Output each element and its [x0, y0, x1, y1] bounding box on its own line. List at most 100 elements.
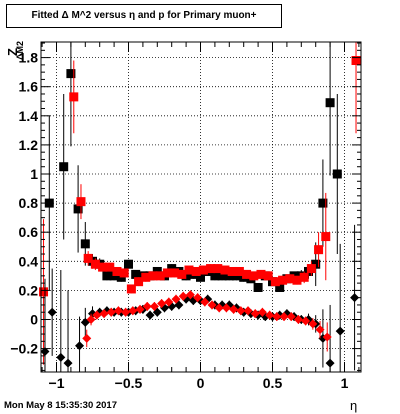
y-tick-label: 1.4: [19, 108, 39, 124]
data-point-square: [263, 271, 273, 281]
data-point-square: [292, 275, 302, 285]
data-point-square: [105, 262, 115, 272]
data-point-diamond: [47, 307, 57, 317]
data-point-diamond: [128, 306, 138, 316]
data-point-square: [80, 239, 90, 249]
series-2: [39, 42, 361, 365]
data-point-square: [206, 264, 216, 274]
data-markers: [39, 42, 361, 372]
chart-title: Fitted Δ M^2 versus η and p for Primary …: [31, 10, 257, 21]
y-tick-label: 1.2: [19, 137, 39, 153]
y-axis-title-sub: ΔM2: [15, 41, 25, 60]
data-point-square: [332, 169, 342, 179]
data-point-diamond: [301, 316, 311, 326]
data-point-diamond: [40, 347, 50, 357]
data-point-square: [177, 269, 187, 279]
data-point-diamond: [350, 293, 360, 303]
data-point-square: [73, 204, 83, 214]
data-point-diamond: [308, 319, 318, 329]
data-point-diamond: [164, 297, 174, 307]
data-point-diamond: [149, 301, 159, 311]
data-point-square: [275, 282, 285, 292]
data-point-square: [256, 269, 266, 279]
data-point-square: [39, 287, 49, 297]
data-point-square: [83, 253, 93, 263]
data-point-square: [124, 259, 133, 269]
data-point-square: [170, 268, 180, 278]
y-tick-label: 1.8: [19, 50, 39, 66]
data-point-diamond: [335, 326, 345, 336]
data-point-square: [325, 98, 335, 108]
data-point-diamond: [293, 315, 303, 324]
data-point-square: [278, 275, 288, 285]
series-4: [82, 290, 332, 352]
y-tick-label: 0.2: [19, 282, 39, 298]
data-point-diamond: [200, 297, 210, 307]
data-point-square: [196, 272, 205, 282]
data-point-square: [253, 282, 263, 292]
data-point-diamond: [135, 304, 145, 314]
data-point-diamond: [113, 306, 123, 316]
data-point-diamond: [75, 341, 85, 351]
data-point-diamond: [229, 304, 239, 314]
data-point-diamond: [279, 312, 289, 322]
y-tick-label: 0.8: [19, 195, 39, 211]
data-point-diamond: [265, 310, 275, 320]
data-point-diamond: [99, 309, 109, 319]
y-tick-label: 0.6: [19, 224, 39, 240]
y-tick-label: 0: [30, 312, 38, 328]
data-point-diamond: [221, 303, 231, 313]
data-point-square: [351, 56, 361, 66]
title-box: Fitted Δ M^2 versus η and p for Primary …: [6, 4, 282, 28]
data-point-diamond: [106, 307, 116, 317]
data-point-diamond: [82, 333, 92, 343]
data-point-diamond: [193, 293, 203, 303]
y-tick-label: 1.6: [19, 79, 39, 95]
data-point-diamond: [142, 301, 152, 311]
data-point-diamond: [145, 310, 155, 320]
y-axis-title: Z ΔM2: [3, 40, 33, 80]
data-point-diamond: [236, 306, 246, 316]
data-point-diamond: [214, 303, 224, 313]
x-tick-label: 0.5: [263, 375, 283, 391]
data-point-square: [227, 266, 237, 276]
data-point-square: [249, 271, 259, 281]
data-point-square: [191, 266, 201, 276]
data-point-diamond: [325, 358, 335, 368]
data-point-diamond: [56, 352, 66, 362]
data-point-square: [314, 245, 324, 255]
data-point-square: [155, 271, 165, 281]
data-point-diamond: [272, 312, 282, 322]
data-point-square: [59, 162, 69, 172]
data-point-diamond: [257, 307, 267, 317]
data-point-square: [321, 232, 331, 242]
data-point-diamond: [207, 300, 217, 310]
data-point-square: [141, 272, 151, 282]
data-point-square: [318, 198, 328, 208]
data-point-square: [126, 284, 136, 294]
data-point-square: [213, 264, 223, 274]
x-tick-label: −1: [49, 375, 65, 391]
data-point-diamond: [171, 294, 181, 304]
data-point-square: [69, 92, 79, 102]
axes: −0.2 0 0.2 0.4 0.6 0.8 1 1.2 1.4 1.6 1.8 −1 −0.5 0 0.5…: [10, 41, 362, 391]
data-point-diamond: [322, 332, 332, 342]
data-point-diamond: [178, 291, 188, 301]
data-point-diamond: [286, 312, 296, 322]
data-point-diamond: [250, 309, 260, 319]
data-point-diamond: [92, 310, 102, 320]
data-point-square: [217, 271, 227, 281]
data-point-square: [131, 269, 141, 279]
data-point-square: [210, 271, 220, 281]
data-point-square: [102, 271, 112, 281]
data-point-square: [162, 268, 172, 278]
data-point-diamond: [86, 315, 96, 324]
x-tick-label: 1: [341, 375, 349, 391]
data-point-square: [220, 265, 230, 275]
data-point-square: [270, 277, 280, 287]
data-point-square: [234, 266, 244, 276]
data-point-square: [306, 264, 316, 274]
data-point-diamond: [63, 358, 73, 368]
data-point-square: [90, 259, 100, 269]
